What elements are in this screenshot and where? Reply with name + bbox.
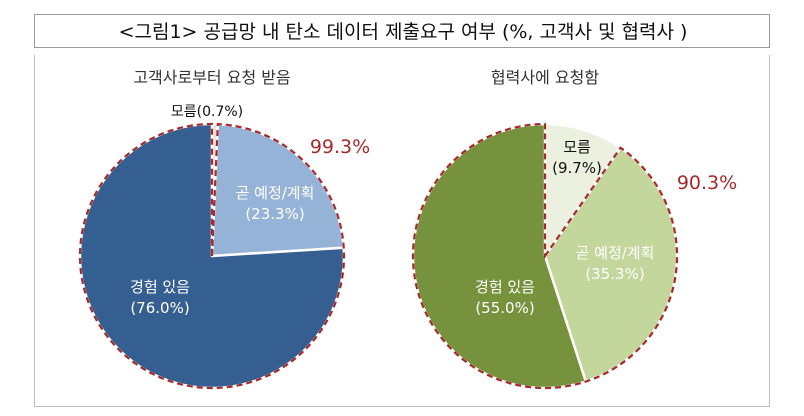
pie-1-annotation: 99.3%	[310, 136, 370, 158]
pie-2-slice-2	[543, 146, 679, 383]
pie-1-title: 고객사로부터 요청 받음	[133, 68, 290, 87]
pie-1-value-label-3: (76.0%)	[130, 299, 189, 317]
pie-2-slice-1	[543, 122, 622, 258]
pie-2-value-label-1: (9.7%)	[552, 159, 602, 177]
pie-2-value-label-2: (35.3%)	[585, 265, 644, 283]
pie-1-label-3: 경험 있음	[130, 278, 190, 296]
pie-2-label-3: 경험 있음	[475, 278, 535, 296]
pie-2-label-1: 모름	[563, 138, 591, 156]
pie-2-label-2: 곧 예정/계획	[576, 244, 655, 262]
pie-2-value-label-3: (55.0%)	[475, 299, 534, 317]
figure-title: <그림1> 공급망 내 탄소 데이터 제출요구 여부 (%, 고객사 및 협력사…	[118, 21, 688, 43]
pie-2-title: 협력사에 요청함	[491, 68, 599, 87]
pie-1-label-1: 모름(0.7%)	[171, 104, 243, 120]
pie-2-dashed-outline	[411, 122, 679, 390]
figure-title-box: <그림1> 공급망 내 탄소 데이터 제출요구 여부 (%, 고객사 및 협력사…	[34, 14, 770, 48]
pie-1-label-2: 곧 예정/계획	[236, 184, 315, 202]
pie-1-dashed-outline	[78, 122, 346, 390]
figure-frame	[34, 55, 770, 407]
pie-2-annotation: 90.3%	[677, 172, 737, 194]
pie-1-value-label-2: (23.3%)	[245, 205, 304, 223]
